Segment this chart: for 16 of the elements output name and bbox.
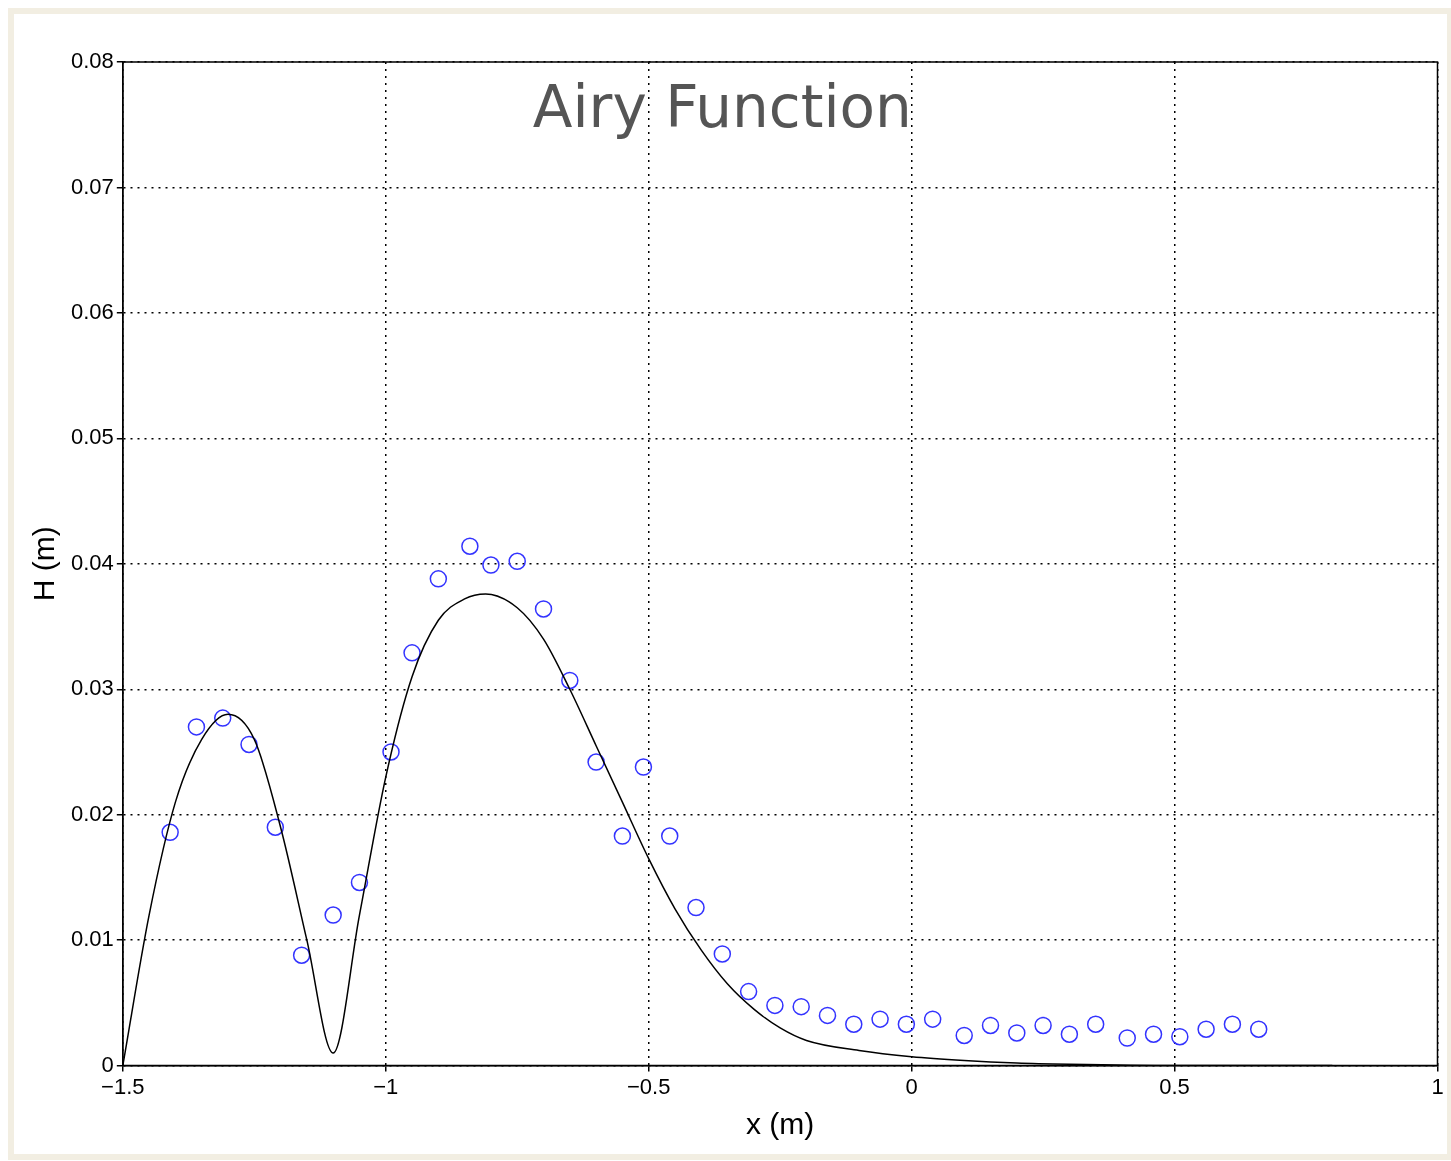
x-axis-title: x (m) (746, 1107, 815, 1141)
y-tick-label: 0.07 (70, 173, 114, 199)
y-tick-label: 0.05 (70, 424, 114, 450)
x-tick-label: 0 (905, 1073, 918, 1099)
x-tick-label: 0.5 (1159, 1073, 1190, 1099)
y-axis-title: H (m) (27, 526, 61, 602)
x-tick-label: 1 (1431, 1073, 1444, 1099)
x-tick-label: −1 (373, 1073, 399, 1099)
chart-title: Airy Function (532, 73, 912, 142)
y-tick-label: 0.01 (70, 926, 114, 952)
y-tick-label: 0.03 (70, 675, 114, 701)
y-tick-label: 0.02 (70, 800, 114, 826)
x-tick-label: −0.5 (626, 1073, 671, 1099)
y-tick-label: 0.06 (70, 298, 114, 324)
y-tick-label: 0.04 (70, 549, 114, 575)
y-tick-label: 0.08 (70, 48, 114, 74)
